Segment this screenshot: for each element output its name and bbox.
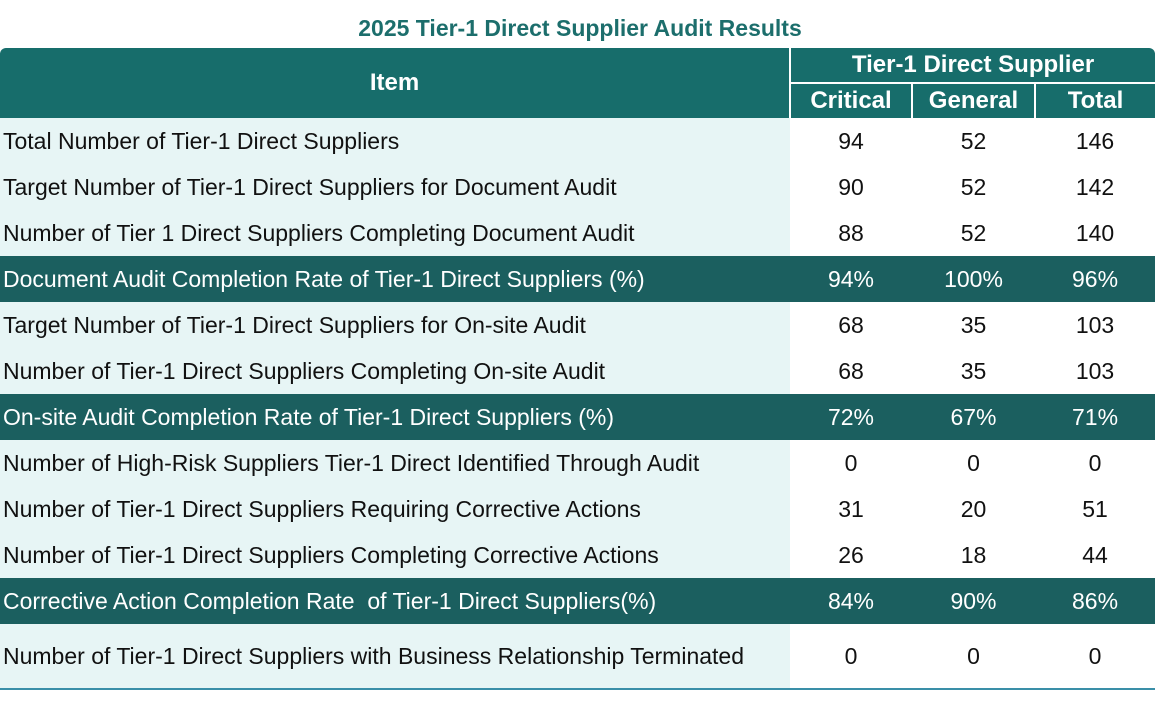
item-cell: Number of Tier-1 Direct Suppliers Comple… [0,532,790,578]
value-cell: 52 [912,164,1035,210]
item-cell: Corrective Action Completion Rate of Tie… [0,578,790,624]
item-cell: Number of Tier 1 Direct Suppliers Comple… [0,210,790,256]
value-cell: 51 [1035,486,1156,532]
value-cell: 0 [1035,624,1156,690]
table-row: Number of Tier 1 Direct Suppliers Comple… [0,210,1156,256]
item-cell: On-site Audit Completion Rate of Tier-1 … [0,394,790,440]
value-cell: 72% [790,394,912,440]
table-row: Total Number of Tier-1 Direct Suppliers 9… [0,118,1156,164]
item-cell: Document Audit Completion Rate of Tier-1… [0,256,790,302]
header-cell: Item [0,48,790,118]
table-row: Number of Tier-1 Direct Suppliers Requir… [0,486,1156,532]
value-cell: 68 [790,302,912,348]
table-row: Corrective Action Completion Rate of Tie… [0,578,1156,624]
value-cell: 0 [912,624,1035,690]
table-row: Target Number of Tier-1 Direct Suppliers… [0,302,1156,348]
value-cell: 18 [912,532,1035,578]
table-row: Number of Tier-1 Direct Suppliers Comple… [0,532,1156,578]
value-cell: 0 [790,440,912,486]
value-cell: 84% [790,578,912,624]
item-cell: Number of Tier-1 Direct Suppliers with B… [0,624,790,690]
table-row: Number of High-Risk Suppliers Tier-1 Dir… [0,440,1156,486]
value-cell: 68 [790,348,912,394]
value-cell: 35 [912,348,1035,394]
value-cell: 90 [790,164,912,210]
value-cell: 35 [912,302,1035,348]
table-row: Target Number of Tier-1 Direct Suppliers… [0,164,1156,210]
value-cell: 44 [1035,532,1156,578]
value-cell: 20 [912,486,1035,532]
value-cell: 71% [1035,394,1156,440]
value-cell: 52 [912,210,1035,256]
item-cell: Total Number of Tier-1 Direct Suppliers [0,118,790,164]
item-cell: Number of High-Risk Suppliers Tier-1 Dir… [0,440,790,486]
value-cell: 90% [912,578,1035,624]
value-cell: 146 [1035,118,1156,164]
item-cell: Number of Tier-1 Direct Suppliers Requir… [0,486,790,532]
item-cell: Target Number of Tier-1 Direct Suppliers… [0,164,790,210]
value-cell: 140 [1035,210,1156,256]
table-row: Document Audit Completion Rate of Tier-1… [0,256,1156,302]
header-cell: Critical [789,83,912,118]
value-cell: 142 [1035,164,1156,210]
audit-table: Item Tier-1 Direct Supplier Critical Gene… [0,48,1156,690]
value-cell: 88 [790,210,912,256]
value-cell: 31 [790,486,912,532]
value-cell: 86% [1035,578,1156,624]
value-cell: 67% [912,394,1035,440]
value-cell: 103 [1035,348,1156,394]
value-cell: 96% [1035,256,1156,302]
value-cell: 0 [912,440,1035,486]
table-row: Number of Tier-1 Direct Suppliers Comple… [0,348,1156,394]
value-cell: 94 [790,118,912,164]
value-cell: 103 [1035,302,1156,348]
value-cell: 100% [912,256,1035,302]
value-cell: 0 [1035,440,1156,486]
title: 2025 Tier-1 Direct Supplier Audit Result… [358,15,802,41]
header-cell: Tier-1 Direct Supplier [788,48,1156,84]
item-cell: Number of Tier-1 Direct Suppliers Comple… [0,348,790,394]
value-cell: 94% [790,256,912,302]
value-cell: 52 [912,118,1035,164]
header-cell: General [911,83,1035,118]
item-cell: Target Number of Tier-1 Direct Suppliers… [0,302,790,348]
table-row: On-site Audit Completion Rate of Tier-1 … [0,394,1156,440]
table-row: Number of Tier-1 Direct Suppliers with B… [0,624,1156,690]
value-cell: 0 [790,624,912,690]
header-cell: Total [1033,83,1156,118]
value-cell: 26 [790,532,912,578]
